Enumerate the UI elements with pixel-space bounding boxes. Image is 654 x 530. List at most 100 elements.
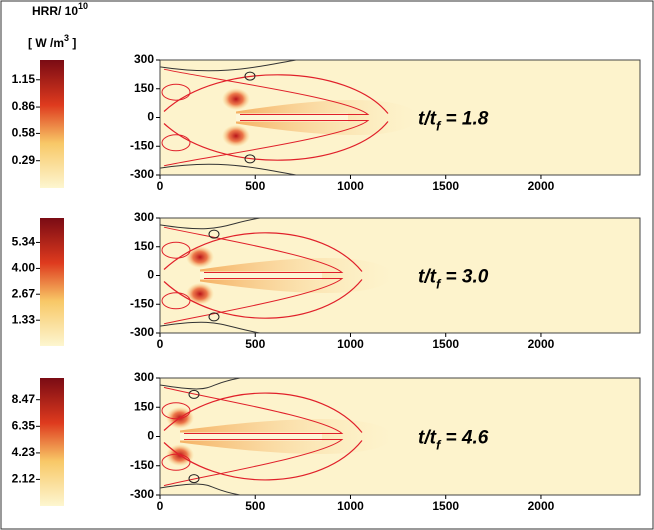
- colorbar-title: HRR/ 1010: [32, 1, 88, 18]
- x-tick-label: 1500: [432, 337, 459, 351]
- colorbar-tick-label: 6.35: [12, 418, 36, 432]
- x-tick-label: 1000: [337, 499, 364, 513]
- core: [180, 432, 322, 441]
- colorbar: [40, 378, 64, 506]
- y-tick-label: 300: [134, 52, 154, 66]
- colorbar-tick-label: 1.33: [12, 312, 36, 326]
- x-tick-label: 2000: [528, 499, 555, 513]
- annotation-main: t/t: [418, 109, 437, 130]
- contour-red: [163, 386, 344, 434]
- colorbar-tick-label: 0.29: [12, 153, 36, 167]
- x-tick-label: 1000: [337, 179, 364, 193]
- colorbar-tick-label: 4.00: [12, 261, 36, 275]
- annotation-main: t/t: [418, 428, 437, 449]
- colorbar-units-text: [ W /m: [28, 36, 64, 50]
- contour-black: [208, 229, 220, 239]
- y-tick-label: 0: [147, 268, 154, 282]
- contour-black: [244, 71, 256, 81]
- x-tick-label: 500: [245, 179, 265, 193]
- contour-black: [159, 377, 241, 390]
- x-tick-label: 500: [245, 337, 265, 351]
- hot-spot: [186, 282, 214, 305]
- contour-red: [163, 68, 370, 115]
- colorbar-tick-label: 2.12: [12, 472, 36, 486]
- hot-spot: [222, 124, 250, 147]
- x-tick-label: 1500: [432, 499, 459, 513]
- core: [236, 113, 348, 122]
- contour-black: [188, 474, 200, 484]
- contour-red: [163, 226, 344, 273]
- colorbar-units-sup: 3: [64, 33, 69, 43]
- contour-black: [159, 321, 261, 334]
- annotation: t/tf = 3.0: [418, 267, 489, 292]
- colorbar: [40, 60, 64, 188]
- contour-red: [161, 292, 191, 310]
- x-tick-label: 1000: [337, 337, 364, 351]
- x-tick-label: 500: [245, 499, 265, 513]
- y-tick-label: 0: [147, 110, 154, 124]
- y-tick-label: -150: [130, 138, 154, 152]
- y-tick-label: 300: [134, 210, 154, 224]
- y-tick-label: -150: [130, 296, 154, 310]
- contour-red: [161, 241, 191, 259]
- annotation-rest: = 3.0: [440, 267, 488, 288]
- y-tick-label: 150: [134, 399, 154, 413]
- annotation-sub: f: [436, 276, 442, 291]
- core: [200, 271, 322, 280]
- contour-black: [159, 483, 241, 496]
- contour-black: [188, 389, 200, 399]
- contour-red: [161, 134, 191, 152]
- y-tick-label: 300: [134, 370, 154, 384]
- contour-red: [163, 278, 344, 325]
- contour-red: [161, 83, 191, 101]
- hot-spot: [186, 246, 214, 269]
- y-tick-label: 0: [147, 429, 154, 443]
- contour-black: [244, 154, 256, 164]
- y-tick-label: -150: [130, 458, 154, 472]
- colorbar-title-text: HRR/ 10: [32, 4, 78, 18]
- y-tick-label: -300: [130, 325, 154, 339]
- contour-red: [161, 402, 191, 420]
- colorbar-tick-label: 0.86: [12, 99, 36, 113]
- annotation-rest: = 1.8: [440, 109, 488, 130]
- x-tick-label: 0: [157, 337, 164, 351]
- colorbar-tick-label: 4.23: [12, 445, 36, 459]
- annotation: t/tf = 4.6: [418, 428, 489, 453]
- x-tick-label: 2000: [528, 337, 555, 351]
- hot-spot: [222, 88, 250, 111]
- y-tick-label: 150: [134, 239, 154, 253]
- colorbar-title-sup: 10: [78, 1, 88, 11]
- contour-red: [161, 453, 191, 471]
- colorbar-units: [ W /m3 ]: [28, 33, 76, 50]
- y-tick-label: -300: [130, 487, 154, 501]
- contour-red: [163, 74, 389, 114]
- colorbar-tick-label: 0.58: [12, 126, 36, 140]
- annotation-sub: f: [436, 437, 442, 452]
- colorbar-tick-label: 1.15: [12, 72, 36, 86]
- colorbar-tick-label: 2.67: [12, 286, 36, 300]
- contour-black: [159, 163, 297, 176]
- colorbar-tick-label: 8.47: [12, 392, 36, 406]
- contour-red: [163, 121, 389, 161]
- annotation-main: t/t: [418, 267, 437, 288]
- contour-red: [163, 440, 363, 481]
- colorbar-units-tail: ]: [69, 36, 76, 50]
- contour-red: [163, 392, 363, 433]
- annotation-sub: f: [436, 118, 442, 133]
- contour-red: [163, 232, 363, 272]
- x-tick-label: 2000: [528, 179, 555, 193]
- x-tick-label: 0: [157, 179, 164, 193]
- contour-red: [163, 279, 363, 319]
- contour-black: [159, 59, 297, 72]
- contour-black: [208, 312, 220, 322]
- colorbar: [40, 218, 64, 346]
- annotation-rest: = 4.6: [440, 428, 488, 449]
- contour-red: [163, 439, 344, 487]
- x-tick-label: 0: [157, 499, 164, 513]
- y-tick-label: 150: [134, 81, 154, 95]
- y-tick-label: -300: [130, 167, 154, 181]
- contour-black: [159, 217, 261, 230]
- contour-red: [163, 120, 370, 167]
